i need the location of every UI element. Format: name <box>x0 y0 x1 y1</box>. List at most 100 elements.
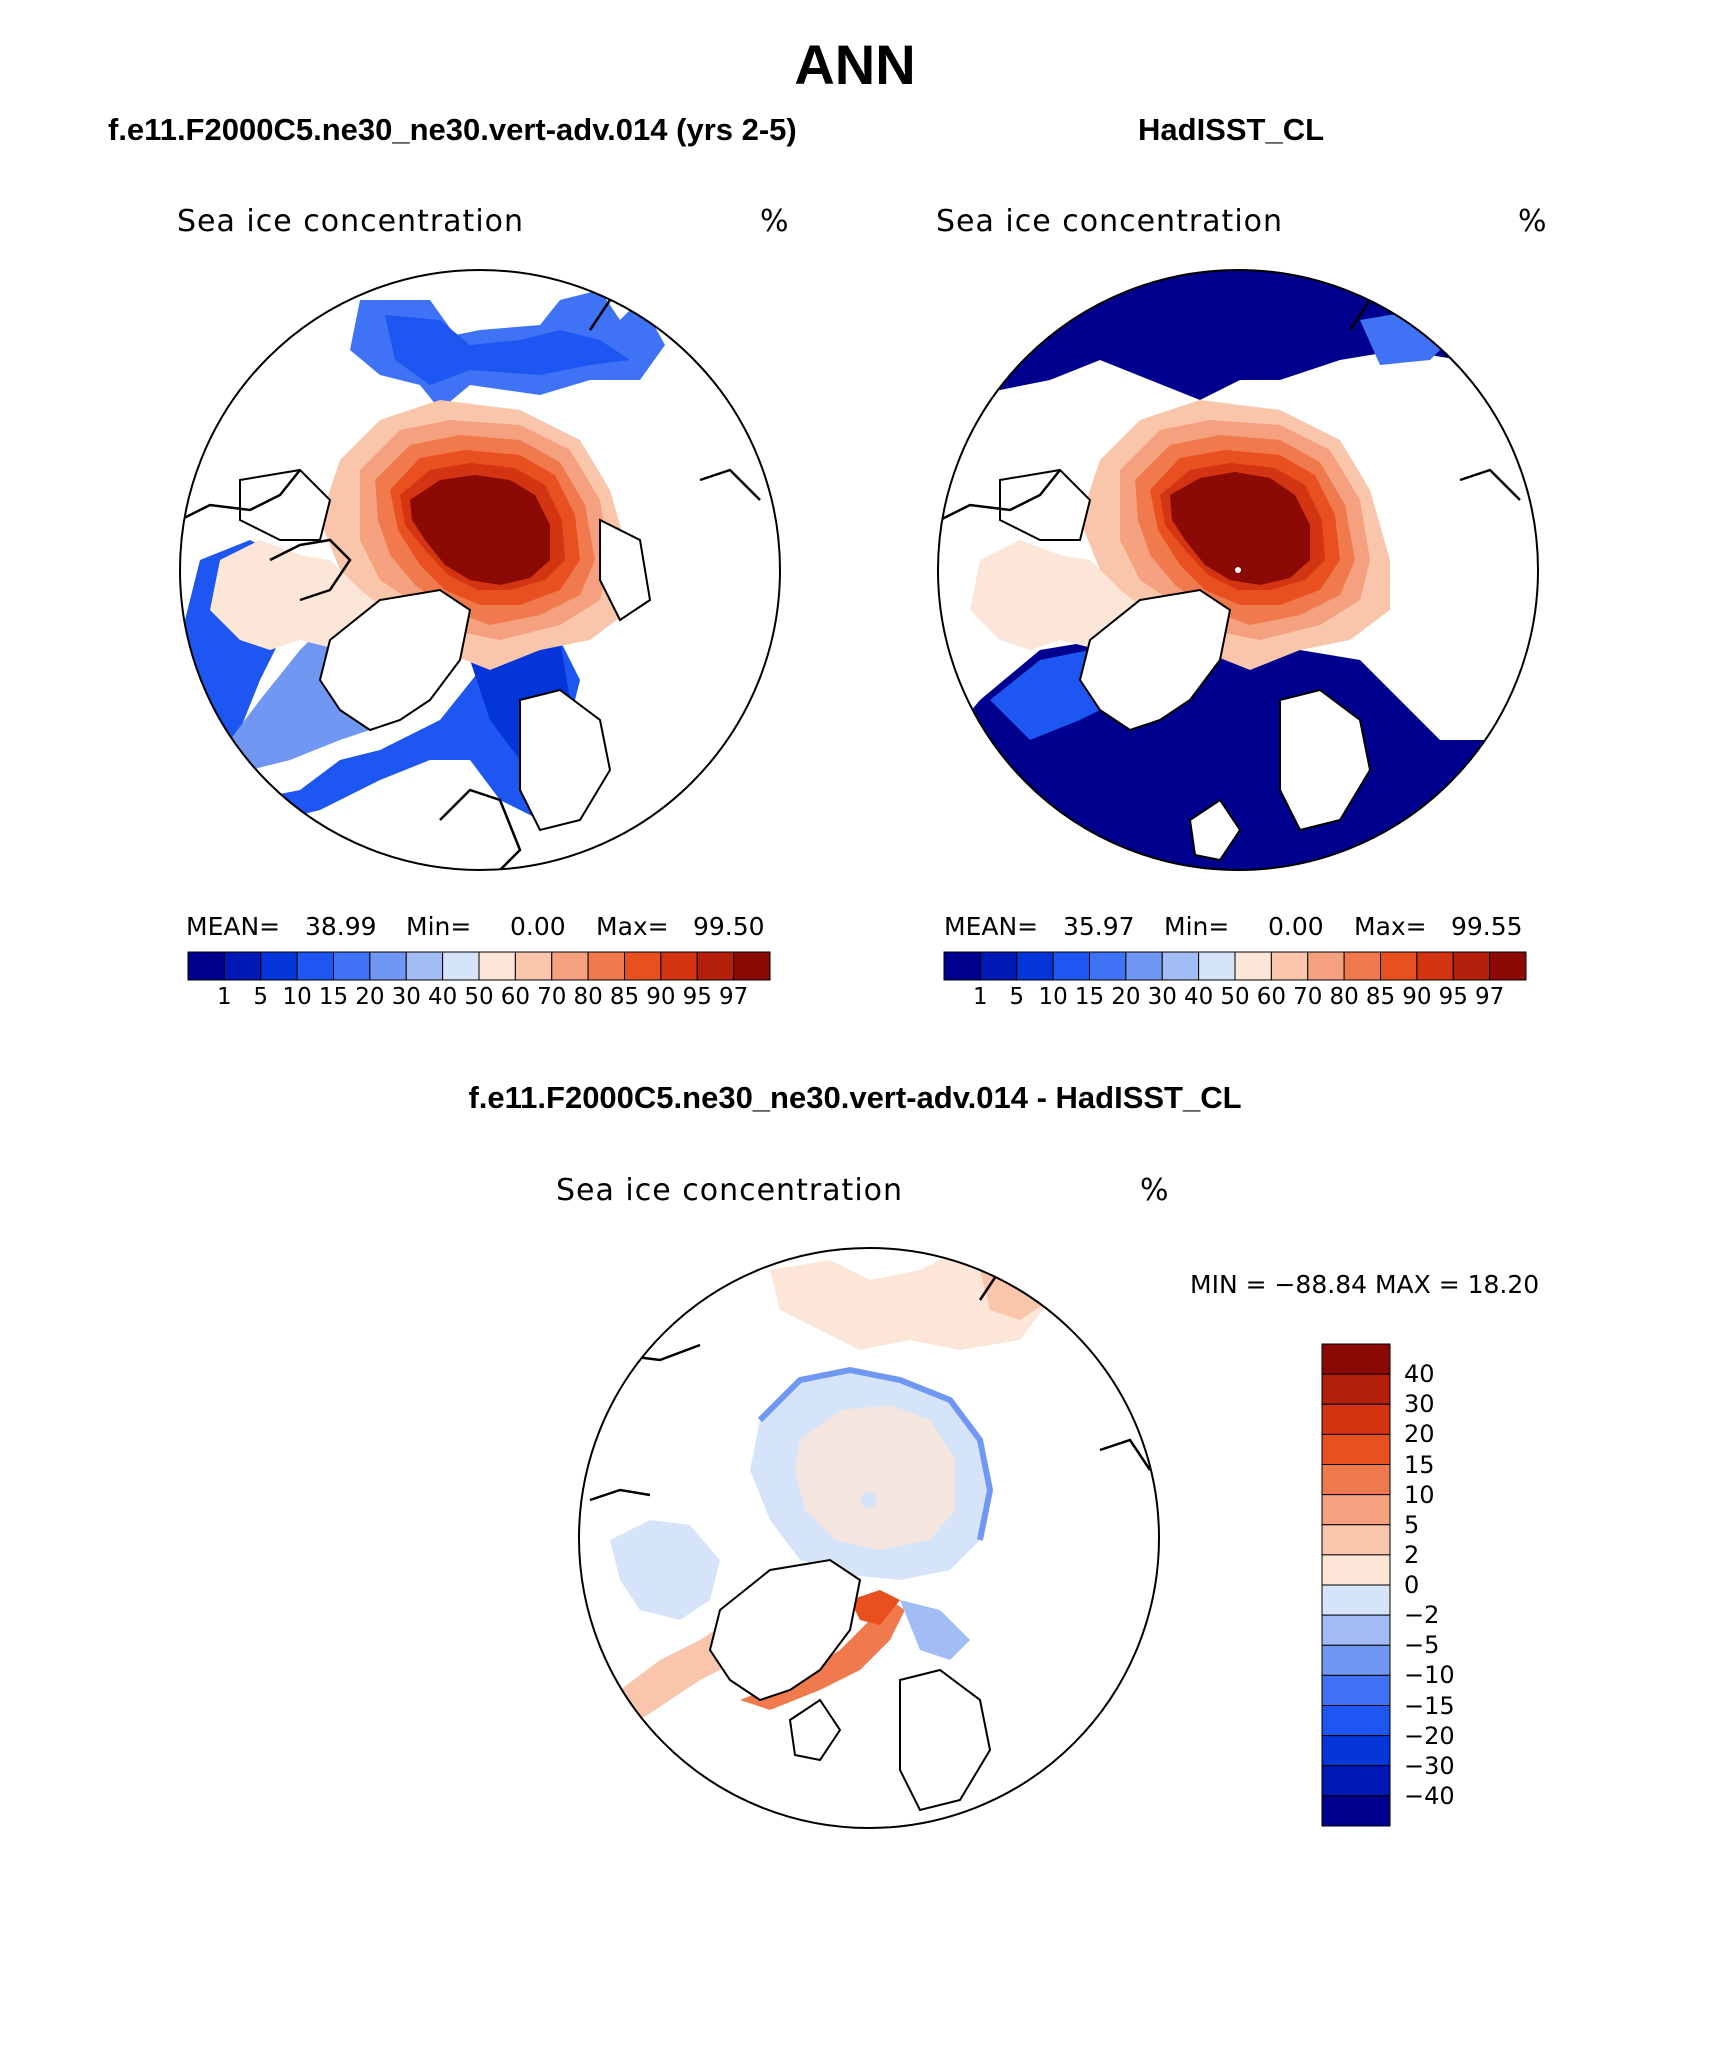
colorbar-swatch <box>1161 951 1200 981</box>
colorbar-tick-label: 30 <box>1404 1390 1435 1419</box>
panel2-min-value: 0.00 <box>1268 912 1324 941</box>
colorbar-swatch <box>1321 1433 1391 1465</box>
panel1-variable: Sea ice concentration <box>177 204 525 239</box>
panel1-land <box>239 468 652 832</box>
colorbar-tick-label: 85 <box>1365 984 1396 1010</box>
colorbar-tick-label: 50 <box>1220 984 1250 1010</box>
colorbar-swatch <box>1321 1735 1391 1767</box>
colorbar-tick-label: 95 <box>1438 984 1468 1010</box>
colorbar-tick-label: −5 <box>1404 1631 1440 1660</box>
colorbar-swatch <box>943 951 981 981</box>
colorbar-swatch <box>1321 1644 1391 1676</box>
colorbar-tick-label: −20 <box>1404 1721 1455 1750</box>
colorbar-tick-label: 40 <box>1183 984 1214 1010</box>
panel2-mean-label: MEAN= <box>944 912 1039 941</box>
panel2-max-label: Max= <box>1354 912 1427 941</box>
panel1-mean-value: 38.99 <box>305 912 377 941</box>
colorbar-tick-label: 97 <box>718 984 749 1010</box>
colorbar-tick-label: −30 <box>1404 1751 1455 1780</box>
colorbar-swatch <box>442 951 480 981</box>
colorbar-swatch <box>1416 951 1454 981</box>
colorbar-tick-label: 30 <box>1147 984 1177 1010</box>
colorbar-tick-label: 5 <box>253 984 269 1010</box>
panel2-ice-core <box>1170 472 1310 585</box>
colorbar-tick-label: 70 <box>537 984 567 1010</box>
panel3-variable: Sea ice concentration <box>556 1173 904 1208</box>
colorbar-tick-label: 20 <box>355 984 385 1010</box>
colorbar-tick-label: −15 <box>1404 1691 1455 1720</box>
colorbar-swatch <box>1321 1464 1391 1496</box>
colorbar-swatch <box>333 951 371 981</box>
colorbar-tick-label: 1 <box>973 984 988 1010</box>
colorbar-tick-label: 80 <box>573 984 603 1010</box>
panel2-land <box>999 468 1372 862</box>
colorbar-swatch <box>1198 951 1236 981</box>
colorbar-swatch <box>1321 1494 1391 1526</box>
panel3-units: % <box>1140 1173 1170 1208</box>
figure-title: ANN <box>794 33 916 96</box>
panel1-mean-label: MEAN= <box>186 912 281 941</box>
panel2-min-label: Min= <box>1164 912 1230 941</box>
colorbar-swatch <box>1321 1524 1391 1556</box>
colorbar-tick-label: 10 <box>1038 984 1068 1010</box>
colorbar-tick-label: 15 <box>1074 984 1105 1010</box>
panel1-title: f.e11.F2000C5.ne30_ne30.vert-adv.014 (yr… <box>108 112 797 147</box>
panel1-map <box>179 269 781 871</box>
colorbar-tick-label: 40 <box>427 984 458 1010</box>
colorbar-swatch <box>1321 1343 1391 1375</box>
colorbar-swatch <box>478 951 516 981</box>
colorbar-swatch <box>369 951 407 981</box>
colorbar-swatch <box>405 951 444 981</box>
colorbar-tick-label: 5 <box>1009 984 1025 1010</box>
colorbar-tick-label: 50 <box>464 984 494 1010</box>
colorbar-tick-label: 2 <box>1404 1540 1420 1569</box>
panel1-ice-core <box>410 475 550 585</box>
panel1-max-label: Max= <box>596 912 669 941</box>
colorbar-tick-label: 95 <box>682 984 712 1010</box>
colorbar-tick-label: −10 <box>1404 1661 1455 1690</box>
colorbar-tick-label: 10 <box>282 984 312 1010</box>
colorbar-tick-label: 15 <box>318 984 349 1010</box>
panel1-colorbar <box>187 951 771 981</box>
colorbar-swatch <box>587 951 625 981</box>
colorbar-swatch <box>1321 1674 1391 1706</box>
panel1-min-value: 0.00 <box>510 912 566 941</box>
colorbar-swatch <box>979 951 1018 981</box>
colorbar-tick-label: 60 <box>1256 984 1287 1010</box>
colorbar-swatch <box>1234 951 1272 981</box>
colorbar-tick-label: 80 <box>1329 984 1359 1010</box>
colorbar-tick-label: −40 <box>1404 1781 1455 1810</box>
colorbar-swatch <box>1321 1584 1391 1616</box>
colorbar-swatch <box>1089 951 1127 981</box>
colorbar-tick-label: 20 <box>1111 984 1141 1010</box>
colorbar-swatch <box>1321 1705 1391 1737</box>
panel3-map <box>578 1247 1160 1829</box>
colorbar-swatch <box>1321 1795 1391 1827</box>
colorbar-swatch <box>1489 951 1527 981</box>
colorbar-swatch <box>1016 951 1054 981</box>
colorbar-tick-label: 85 <box>609 984 640 1010</box>
colorbar-tick-label: 10 <box>1404 1480 1435 1509</box>
colorbar-swatch <box>1321 1614 1391 1646</box>
colorbar-swatch <box>1307 951 1345 981</box>
colorbar-tick-label: 5 <box>1404 1510 1420 1539</box>
colorbar-swatch <box>1270 951 1309 981</box>
colorbar-tick-label: 0 <box>1404 1571 1420 1599</box>
colorbar-tick-label: 1 <box>217 984 232 1010</box>
colorbar-swatch <box>1321 1403 1391 1435</box>
colorbar-swatch <box>696 951 735 981</box>
colorbar-swatch <box>624 951 662 981</box>
panel3-colorbar <box>1321 1343 1391 1827</box>
panel1-min-label: Min= <box>406 912 472 941</box>
colorbar-swatch <box>733 951 771 981</box>
colorbar-swatch <box>551 951 589 981</box>
colorbar-swatch <box>260 951 298 981</box>
panel2-max-value: 99.55 <box>1451 912 1523 941</box>
panel3-title: f.e11.F2000C5.ne30_ne30.vert-adv.014 - H… <box>468 1080 1242 1115</box>
panel2-variable: Sea ice concentration <box>936 204 1284 239</box>
colorbar-tick-label: 30 <box>391 984 421 1010</box>
panel3-land <box>708 1558 992 1812</box>
panel2-mean-value: 35.97 <box>1063 912 1135 941</box>
colorbar-swatch <box>1343 951 1381 981</box>
